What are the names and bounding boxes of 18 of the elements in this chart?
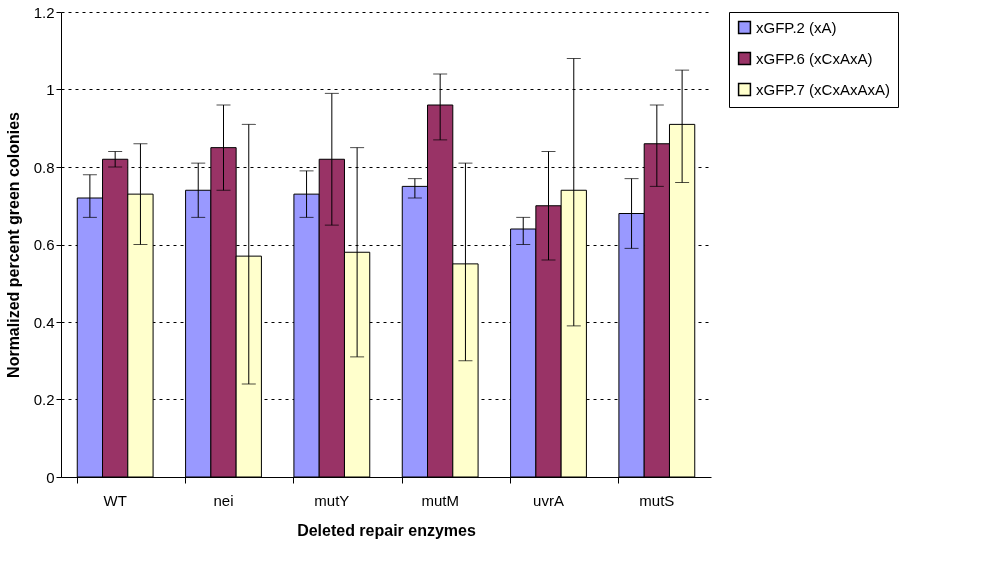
y-tick-label: 1 xyxy=(46,81,55,98)
y-tick-label: 0.8 xyxy=(33,158,55,176)
legend-label: xGFP.7 (xCxAxAxA) xyxy=(756,80,890,98)
x-tick-label: mutM xyxy=(421,491,459,509)
y-axis-title: Normalized percent green colonies xyxy=(4,111,22,378)
legend-label: xGFP.2 (xA) xyxy=(756,18,837,36)
x-tick-label: nei xyxy=(213,491,234,509)
y-tick-label: 0.4 xyxy=(33,313,55,331)
legend-label: xGFP.6 (xCxAxA) xyxy=(756,49,873,67)
y-tick-label: 0.2 xyxy=(33,391,55,408)
x-tick-label: mutS xyxy=(639,491,675,509)
x-tick-label: uvrA xyxy=(533,491,564,509)
x-tick-label: WT xyxy=(103,491,127,509)
y-tick-label: 1.2 xyxy=(33,3,55,21)
y-tick-label: 0 xyxy=(46,468,55,486)
y-tick-label: 0.6 xyxy=(33,236,55,253)
x-axis-title: Deleted repair enzymes xyxy=(297,521,476,539)
x-tick-label: mutY xyxy=(314,491,350,509)
